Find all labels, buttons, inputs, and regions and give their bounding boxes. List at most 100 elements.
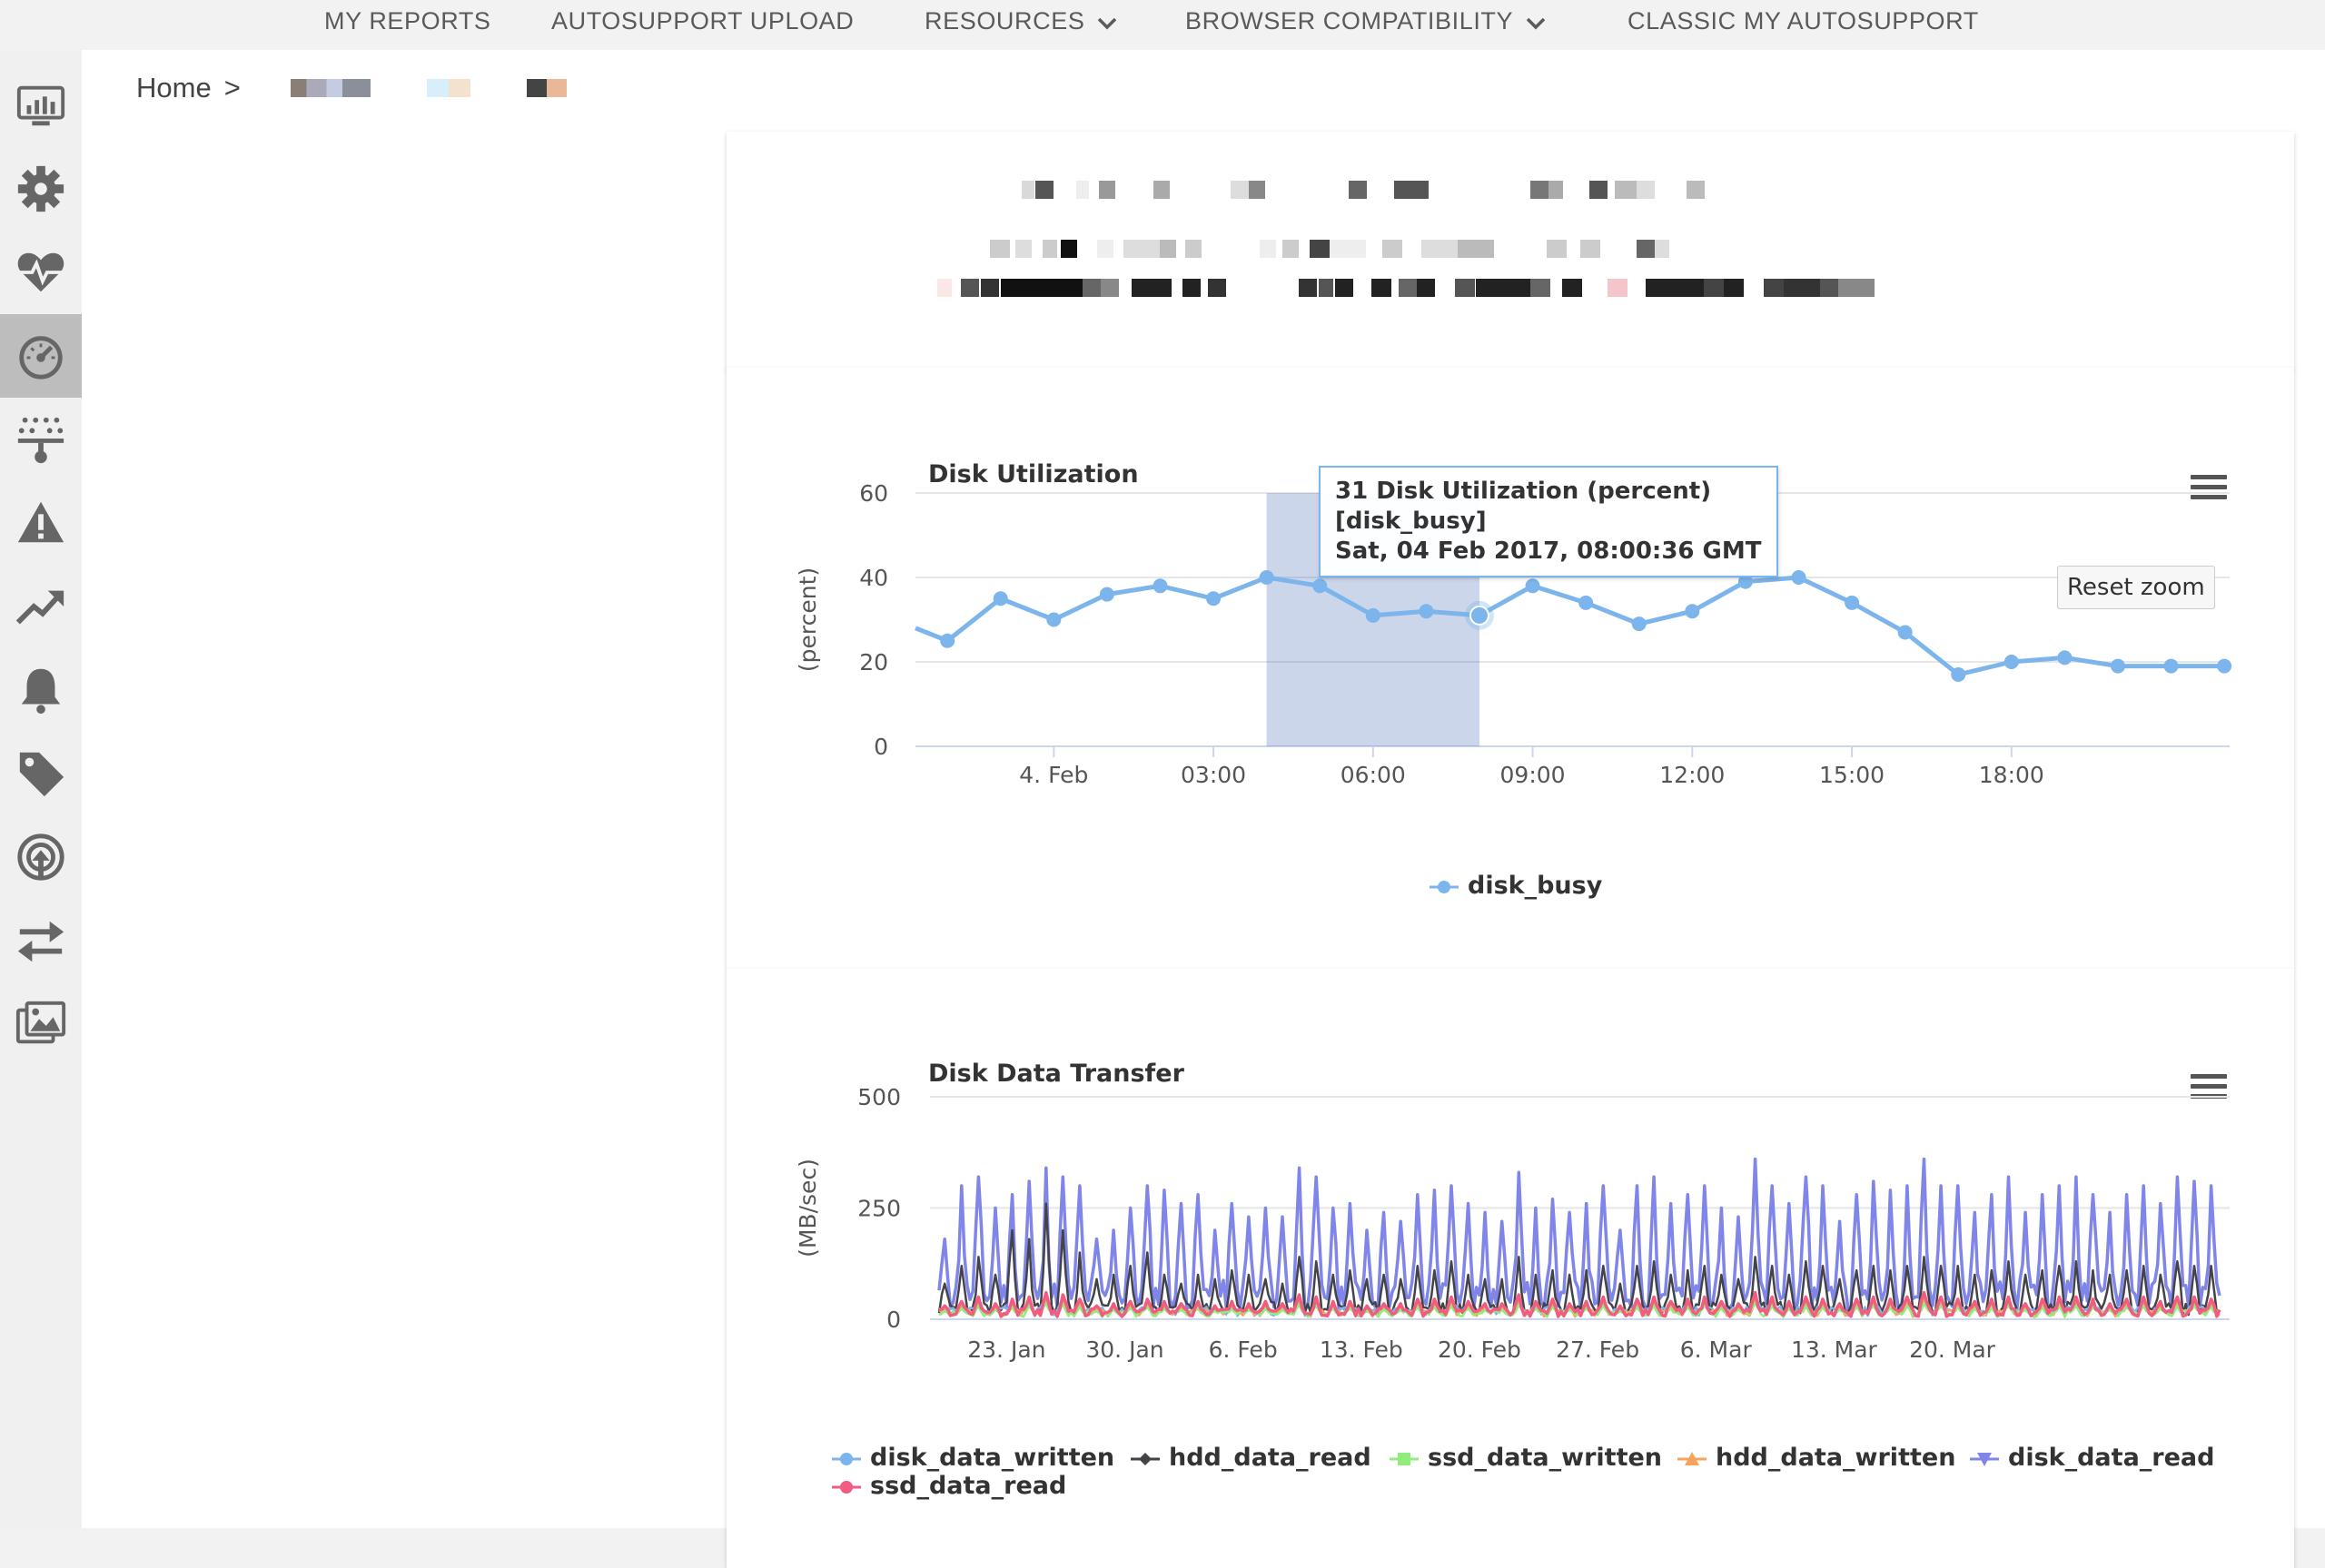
legend-item-hdd-data-read[interactable]: hdd_data_read [1129,1444,1371,1472]
breadcrumb-home[interactable]: Home [136,72,212,104]
disk-utilization-chart[interactable]: 0 20 40 60 (percent) 4. Feb 03:00 06:00 09:00 12:… [727,368,2294,969]
y-axis-label: (percent) [795,567,821,672]
nav-classic-my-autosupport[interactable]: CLASSIC MY AUTOSUPPORT [1628,7,1979,35]
redacted-block [1330,240,1366,258]
disk-utilization-card: Disk Utilization 0 20 40 60 (percent) 4. Feb 0… [727,368,2294,969]
redacted-block [1001,279,1083,297]
y-tick-label: 250 [857,1196,901,1222]
sidebar-item-alerts[interactable] [0,481,82,565]
redacted-block [990,240,1010,258]
data-point [1365,607,1380,623]
sidebar-item-health[interactable] [0,231,82,314]
redacted-block [1043,240,1057,258]
legend-item-hdd-data-written[interactable]: hdd_data_written [1676,1444,1955,1472]
nav-resources[interactable]: RESOURCES [925,7,1117,36]
legend-label: hdd_data_written [1716,1444,1956,1472]
data-point [993,591,1008,606]
x-tick-label: 12:00 [1659,762,1725,788]
x-tick-label: 13. Mar [1791,1336,1878,1363]
x-tick-label: 4. Feb [1019,762,1088,788]
nav-browser-compatibility-label: BROWSER COMPATIBILITY [1185,7,1514,35]
y-axis-label: (MB/sec) [795,1159,821,1257]
sidebar-item-images[interactable] [0,982,82,1066]
data-point [2057,650,2073,666]
data-point [1845,595,1860,610]
nav-my-reports[interactable]: MY REPORTS [324,7,491,35]
redacted-block [1580,240,1600,258]
redacted-block [1476,279,1530,297]
x-tick-label: 13. Feb [1320,1336,1403,1363]
main-content: Home > Disk Utilization 0 20 40 60 (percent) 4… [82,50,2325,1568]
legend-label: disk_data_read [2008,1444,2215,1472]
sidebar-item-network[interactable] [0,398,82,481]
y-tick-label: 0 [874,734,888,760]
chevron-down-icon [1526,8,1546,36]
redacted-block [1231,181,1249,199]
chart-tooltip: 31 Disk Utilization (percent) [disk_busy… [1319,466,1778,577]
redacted-block [1820,279,1838,297]
selected-point [1469,605,1489,626]
x-tick-label: 18:00 [1979,762,2044,788]
sidebar-item-notifications[interactable] [0,648,82,732]
gear-icon [17,165,64,212]
redacted-block [1035,181,1054,199]
legend-item-disk-data-written[interactable]: disk_data_written [830,1444,1114,1472]
y-tick-label: 60 [859,480,888,507]
redacted-block [1132,279,1172,297]
nav-browser-compatibility[interactable]: BROWSER COMPATIBILITY [1185,7,1546,36]
x-tick-label: 09:00 [1500,762,1566,788]
warning-icon [17,501,64,543]
redacted-block [1637,240,1655,258]
y-tick-label: 20 [859,649,888,676]
sidebar-item-dashboard[interactable] [0,64,82,147]
redacted-block [1076,181,1089,199]
data-point [1312,578,1328,594]
sidebar-item-tags[interactable] [0,732,82,815]
redacted-block [1548,181,1563,199]
legend-item-ssd-data-read[interactable]: ssd_data_read [830,1472,1066,1500]
redacted-block [1562,279,1582,297]
data-point [1259,570,1274,585]
tooltip-line-value: 31 Disk Utilization (percent) [1335,478,1712,505]
series-line-ssd-data-read [938,1290,2221,1318]
x-tick-label: 20. Feb [1438,1336,1521,1363]
redacted-block [1455,279,1475,297]
redacted-block [1153,181,1170,199]
redacted-block [1260,240,1276,258]
redacted-block [1101,279,1119,297]
sidebar-item-performance[interactable] [0,314,82,398]
redacted-block [1249,181,1265,199]
legend-label: disk_busy [1468,872,1603,900]
data-point [1737,574,1753,589]
redacted-block [1015,240,1032,258]
redacted-block [1637,181,1655,199]
redacted-block [1335,279,1353,297]
chart-menu-button[interactable] [2191,475,2227,504]
legend-marker-icon [1131,1452,1160,1465]
upload-icon [17,833,64,881]
legend-item-ssd-data-written[interactable]: ssd_data_written [1388,1444,1662,1472]
x-tick-label: 20. Mar [1909,1336,1996,1363]
nav-autosupport-upload[interactable]: AUTOSUPPORT UPLOAD [551,7,854,35]
disk-data-transfer-chart[interactable]: 0 250 500 (MB/sec) 23. Jan 30. Jan 6. Feb 13. F… [727,969,2294,1568]
sidebar-item-transfer[interactable] [0,899,82,982]
legend-item-disk-busy[interactable]: disk_busy [1428,872,1602,900]
sidebar-item-settings[interactable] [0,147,82,231]
redacted-block [1399,279,1417,297]
redacted-block [1615,181,1637,199]
redacted-block [1182,279,1201,297]
redacted-block [1784,279,1820,297]
redacted-block [961,279,979,297]
data-point [2110,658,2125,674]
redacted-block [1417,279,1435,297]
redacted-block [1838,279,1875,297]
redacted-block [1310,240,1330,258]
reset-zoom-button[interactable]: Reset zoom [2057,566,2215,609]
performance-gauge-icon [19,336,63,380]
data-point [1046,612,1062,627]
legend-item-disk-data-read[interactable]: disk_data_read [1968,1444,2214,1472]
data-point [1951,666,1966,682]
sidebar-item-trends[interactable] [0,565,82,648]
redacted-block [1349,181,1367,199]
sidebar-item-upload[interactable] [0,815,82,899]
